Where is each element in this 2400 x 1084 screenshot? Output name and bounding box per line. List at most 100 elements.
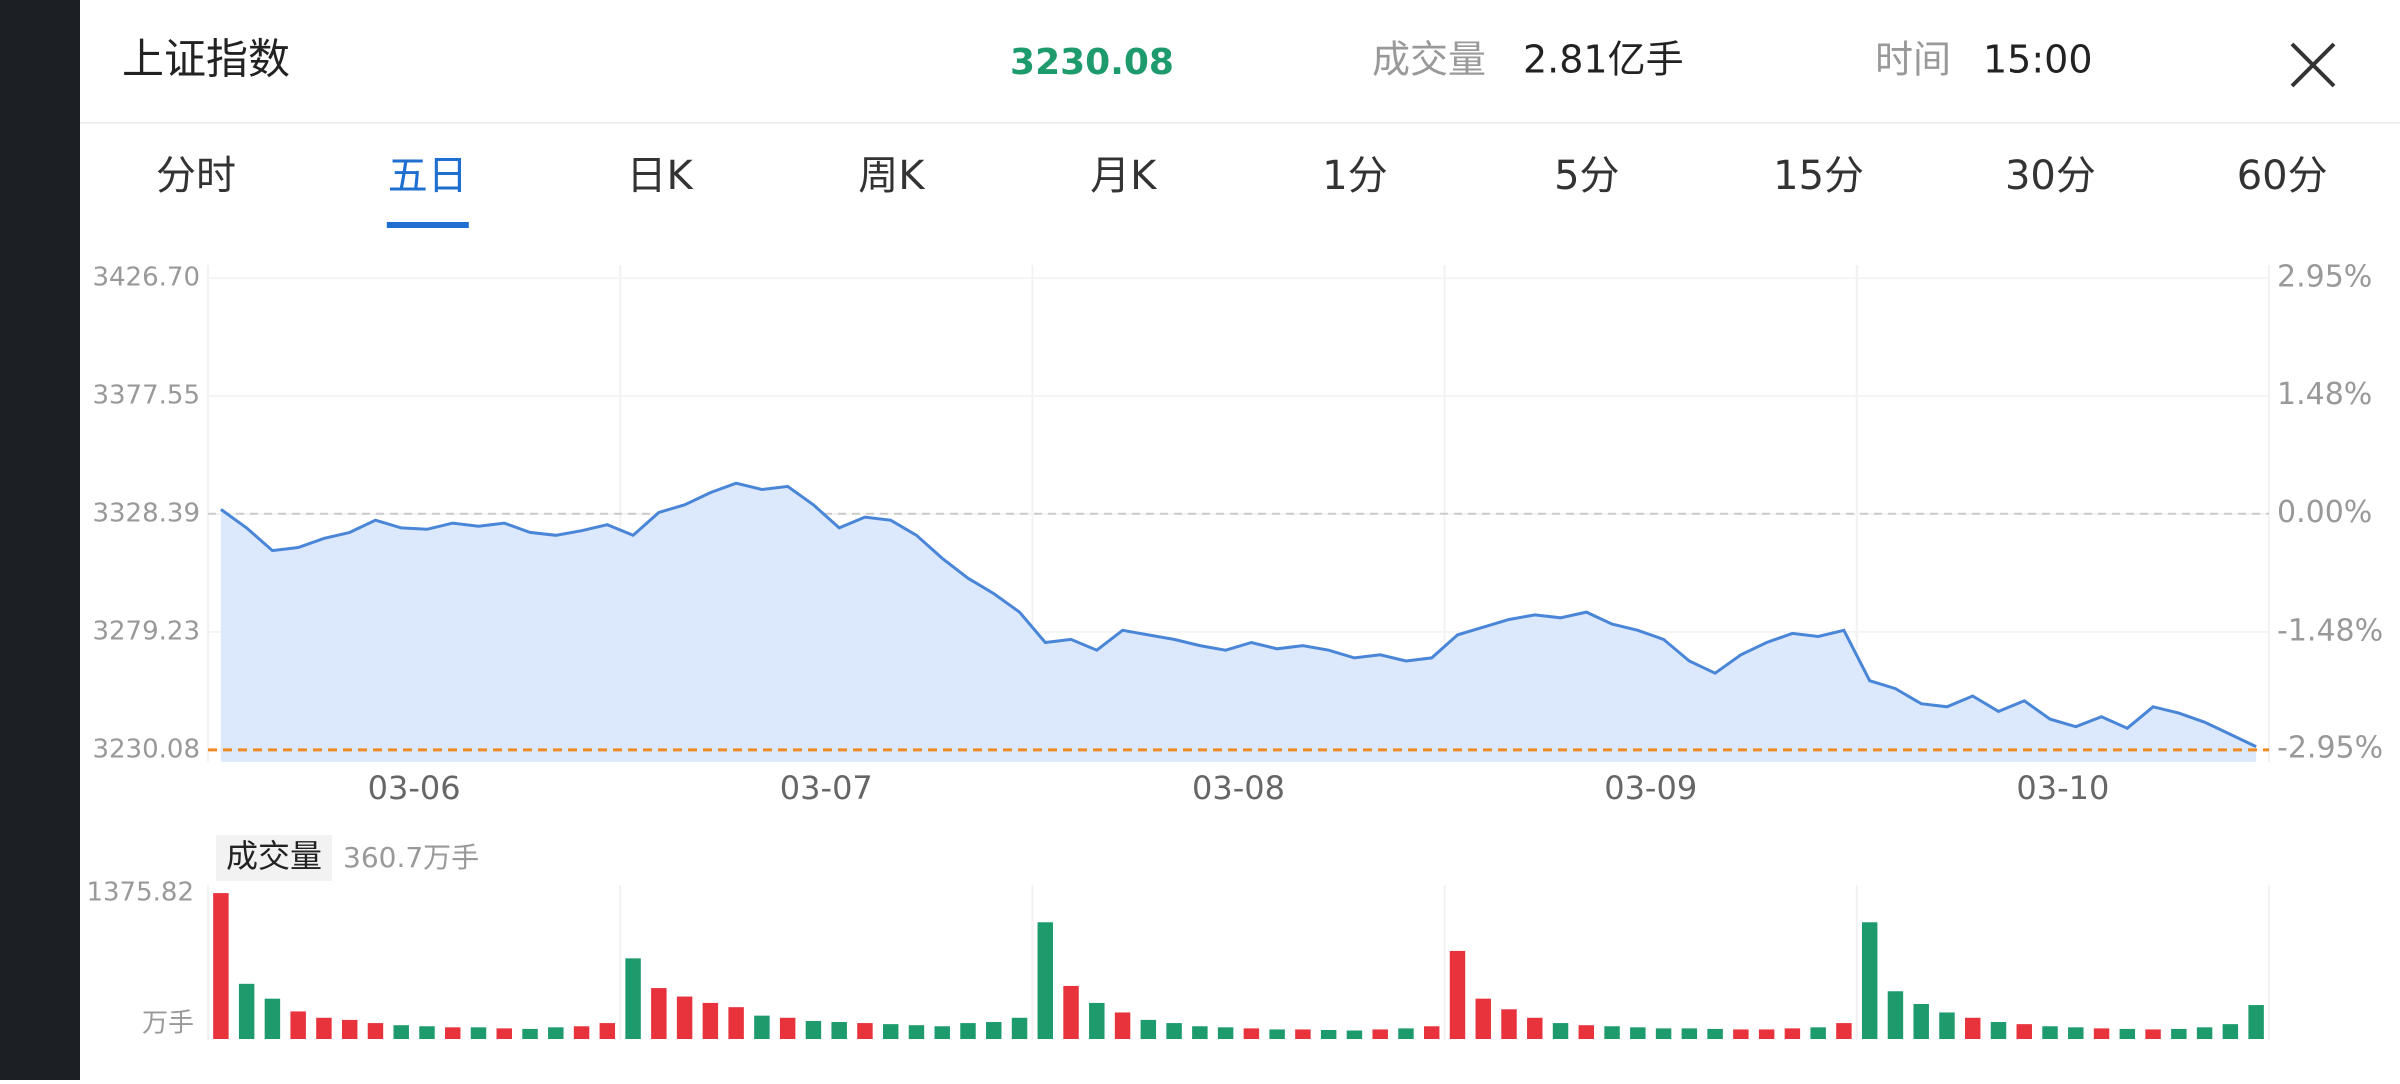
volume-bar (2093, 1028, 2110, 1039)
time-value: 15:00 (1983, 38, 2093, 82)
volume-bar (2171, 1028, 2187, 1039)
volume-bar (960, 1023, 976, 1039)
volume-bar (599, 1023, 616, 1039)
volume-bar (934, 1026, 950, 1039)
y-tick-label: 3426.70 (92, 263, 200, 293)
volume-bar (1089, 1002, 1105, 1039)
volume-bar (1810, 1027, 1826, 1039)
volume-bar (2145, 1029, 2161, 1039)
y-tick-label: 3328.39 (92, 498, 200, 528)
volume-bar (2016, 1024, 2032, 1039)
volume-bar (1913, 1003, 1929, 1039)
volume-bar (367, 1023, 384, 1039)
volume-unit: 万手 (142, 1009, 194, 1039)
tab[interactable]: 30分 (2005, 153, 2096, 199)
volume-bar (1372, 1029, 1388, 1039)
volume-bar (1836, 1023, 1852, 1039)
index-title: 上证指数 (122, 35, 290, 84)
volume-bar (702, 1002, 719, 1039)
x-tick-label: 03-06 (368, 769, 461, 807)
volume-bar (2196, 1027, 2213, 1039)
tab[interactable]: 1分 (1322, 153, 1387, 199)
volume-bar (522, 1028, 538, 1039)
volume-value: 2.81亿手 (1523, 38, 1684, 82)
price-line (220, 481, 2257, 748)
volume-bar (1449, 950, 1466, 1039)
volume-bar (1681, 1028, 1698, 1039)
volume-bar (1217, 1027, 1234, 1039)
tab-bar: 分时 五日 日K 周K 月K 1分 5分 15分 30分 60分 (156, 153, 2328, 228)
volume-bar (882, 1024, 899, 1039)
x-tick-label: 03-09 (1604, 769, 1697, 807)
volume-bar (831, 1022, 847, 1039)
tab[interactable]: 周K (858, 153, 926, 199)
volume-label: 成交量 (1372, 38, 1486, 82)
volume-bar (779, 1017, 796, 1039)
volume-bar (1243, 1028, 1260, 1039)
volume-bar (1990, 1022, 2007, 1039)
volume-bar (238, 983, 255, 1039)
volume-bar (1320, 1029, 1337, 1039)
y-tick-label: 3279.23 (92, 616, 200, 646)
tab[interactable]: 月K (1090, 153, 1158, 199)
volume-bar (316, 1017, 332, 1039)
tab[interactable]: 日K (626, 153, 694, 199)
x-tick-label: 03-08 (1192, 769, 1285, 807)
volume-bar (264, 998, 281, 1039)
volume-bar (1295, 1029, 1311, 1039)
y-tick-label: 3377.55 (92, 381, 200, 411)
tab[interactable]: 60分 (2237, 153, 2328, 199)
x-tick-label: 03-10 (2016, 769, 2109, 807)
volume-bar (728, 1007, 744, 1039)
volume-bar (2222, 1024, 2239, 1039)
volume-bar (1707, 1028, 1723, 1039)
price-area (220, 483, 2257, 762)
volume-bar (1475, 998, 1491, 1039)
volume-bar (548, 1027, 564, 1039)
volume-bar (445, 1027, 461, 1039)
y2-tick-label: 0.00% (2277, 495, 2372, 530)
volume-bar (1037, 922, 1054, 1039)
y2-tick-label: 2.95% (2277, 260, 2372, 295)
volume-bar (1063, 985, 1079, 1039)
volume-bar (393, 1025, 409, 1039)
volume-bar (754, 1015, 770, 1039)
tab[interactable]: 5分 (1554, 153, 1619, 199)
chart: 3230.08 3279.23 3328.39 3377.55 3426.70 -2.95… (86, 260, 2383, 1040)
volume-bar (1939, 1012, 1955, 1039)
volume-bar (1398, 1028, 1414, 1039)
volume-bar (1552, 1023, 1569, 1039)
volume-bar (2042, 1026, 2058, 1039)
volume-bar (1192, 1026, 1208, 1039)
volume-bar (1758, 1029, 1775, 1039)
close-button[interactable] (2290, 42, 2336, 88)
tab[interactable]: 15分 (1773, 153, 1864, 199)
volume-bar (1423, 1026, 1440, 1039)
volume-bar (2248, 1005, 2264, 1039)
volume-bar (1604, 1026, 1620, 1039)
volume-total: 360.7万手 (343, 841, 479, 874)
volume-label-bg (216, 835, 332, 881)
volume-bar (1011, 1017, 1028, 1039)
time-label: 时间 (1875, 38, 1951, 82)
volume-bar (290, 1011, 306, 1039)
volume-bar (986, 1022, 1002, 1039)
tab-underline (386, 222, 469, 228)
volume-bar (341, 1019, 358, 1039)
volume-bar (1166, 1023, 1182, 1039)
volume-bar (1861, 922, 1878, 1039)
volume-bar (1655, 1028, 1672, 1039)
volume-bar (676, 996, 693, 1039)
volume-bar (1578, 1025, 1595, 1039)
volume-bar (805, 1020, 822, 1039)
y2-tick-label: 1.48% (2277, 377, 2372, 412)
tab[interactable]: 分时 (156, 153, 236, 199)
volume-bar (470, 1027, 487, 1039)
tab[interactable]: 五日 (388, 153, 468, 199)
y-tick-label: 3230.08 (92, 734, 200, 764)
y2-tick-label: -1.48% (2277, 613, 2383, 648)
volume-bar (573, 1026, 590, 1039)
volume-bar (1887, 991, 1904, 1039)
